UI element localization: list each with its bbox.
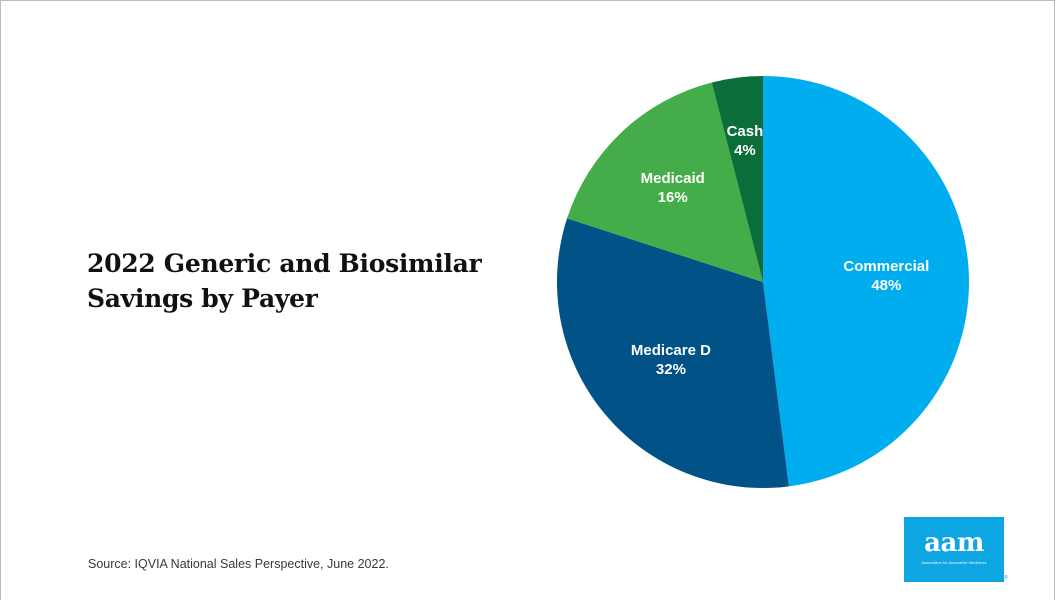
pie-slice-cash [711, 76, 763, 282]
slice-value-commercial: 48% [871, 277, 901, 294]
registered-mark: ® [1004, 575, 1008, 581]
slice-label-commercial: Commercial [843, 258, 929, 275]
slice-value-medicare-d: 32% [656, 361, 686, 378]
slice-label-cash: Cash [727, 123, 764, 140]
slice-value-medicaid: 16% [658, 189, 688, 206]
aam-logo: aam Association for Accessible Medicines [904, 517, 1004, 582]
pie-slice-medicare-d [557, 218, 789, 488]
logo-wordmark: aam [924, 528, 984, 558]
slice-value-cash: 4% [734, 142, 756, 159]
title-line-2: Savings by Payer [87, 284, 318, 313]
title-line-1: 2022 Generic and Biosimilar [87, 249, 482, 278]
pie-slice-commercial [763, 76, 970, 487]
pie-slice-medicaid [567, 82, 763, 283]
source-note: Source: IQVIA National Sales Perspective… [88, 557, 389, 571]
slice-label-medicare-d: Medicare D [631, 342, 711, 359]
chart-title: 2022 Generic and Biosimilar Savings by P… [87, 246, 547, 316]
logo-tagline: Association for Accessible Medicines [921, 560, 987, 565]
slice-label-medicaid: Medicaid [641, 170, 705, 187]
